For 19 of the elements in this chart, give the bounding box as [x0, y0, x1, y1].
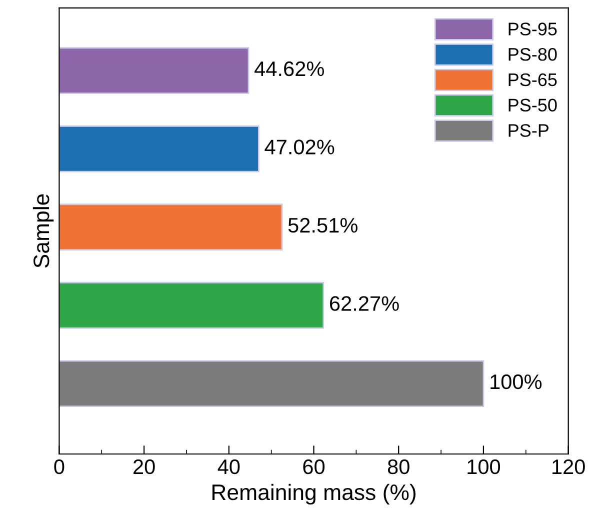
x-tick-label: 120	[552, 459, 585, 474]
x-axis-title: Remaining mass (%)	[212, 484, 416, 505]
x-tick-label: 60	[303, 459, 325, 474]
legend-label: PS-P	[508, 124, 548, 137]
x-tick-label: 100	[468, 459, 500, 474]
text: 62.27%	[330, 296, 399, 311]
x-tick-label: 40	[218, 459, 240, 474]
legend-label: PS-65	[508, 73, 557, 86]
x-tick-label: 20	[134, 459, 155, 474]
text: 100%	[490, 374, 542, 390]
x-tick-label: 0	[54, 459, 64, 474]
legend-label: PS-50	[508, 98, 557, 112]
x-tick-label: 80	[388, 459, 410, 474]
legend-label: PS-80	[508, 48, 557, 61]
legend-label: PS-95	[508, 22, 557, 36]
y-axis-title: Sample	[32, 194, 54, 268]
text: 52.51%	[288, 218, 358, 233]
text: 44.62%	[254, 61, 324, 76]
text: 47.02%	[264, 140, 334, 154]
